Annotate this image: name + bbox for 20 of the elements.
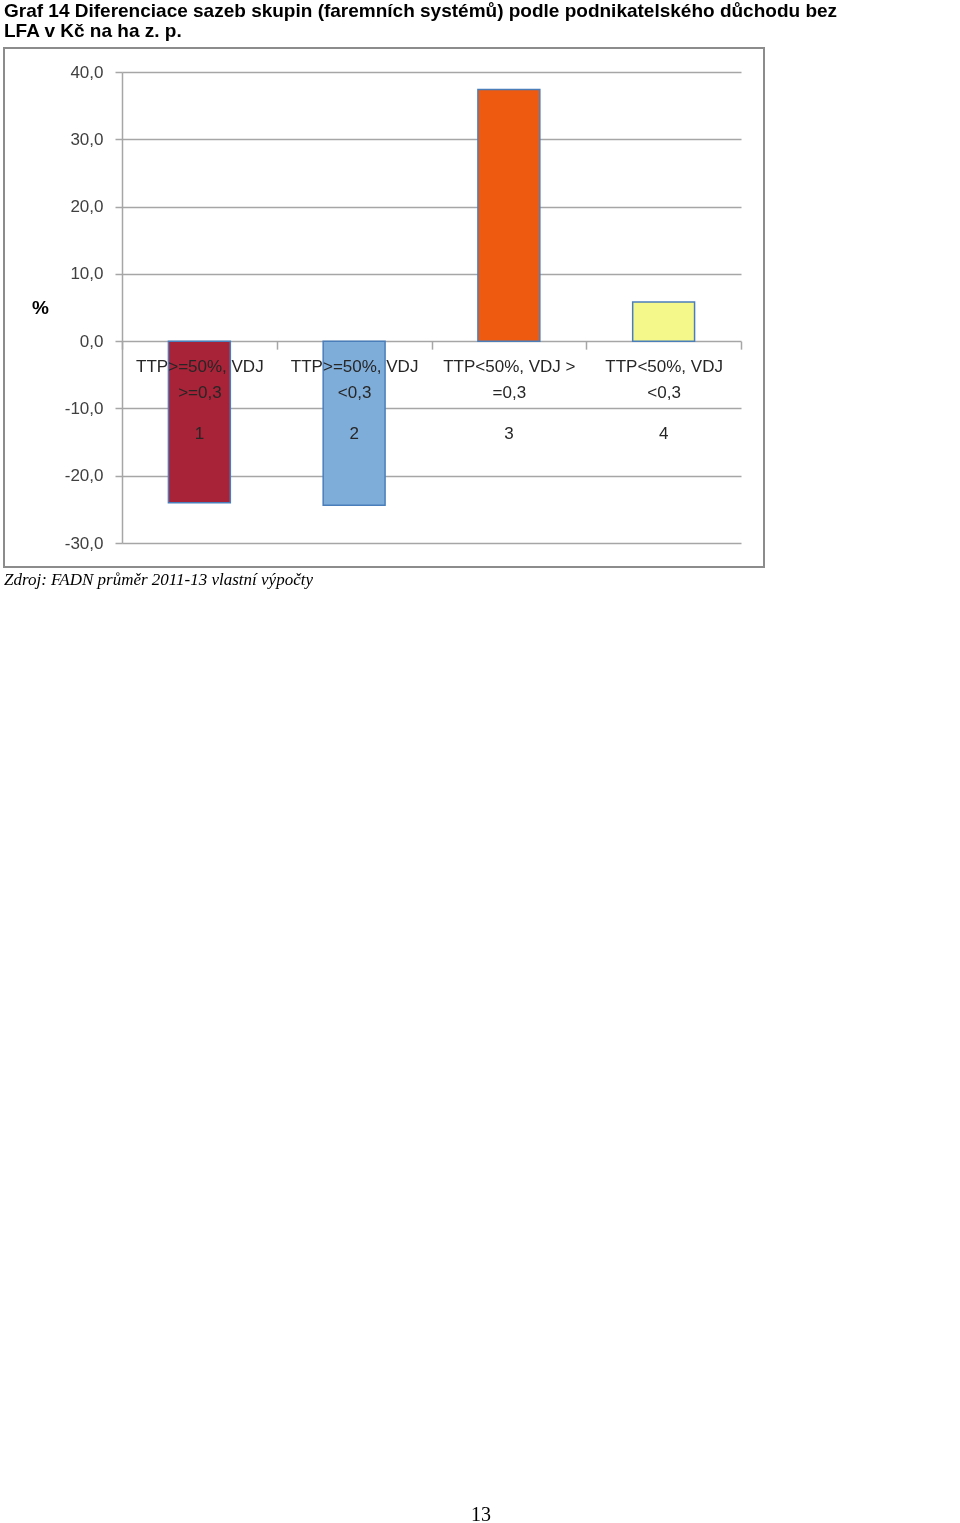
y-tick-label: -30,0 bbox=[64, 533, 104, 553]
bar bbox=[631, 301, 696, 342]
text: 13 bbox=[471, 1503, 491, 1523]
x-tick-label: TTP<50%, VDJ <0,3 bbox=[605, 356, 723, 402]
y-tick-label: -20,0 bbox=[64, 466, 104, 486]
annotation: 3 bbox=[504, 424, 514, 444]
text: Zdroj: FADN průměr 2011-13 vlastní výpočty bbox=[4, 570, 314, 589]
y-tick-label: 40,0 bbox=[70, 62, 104, 82]
y-axis-title: % bbox=[32, 297, 50, 318]
x-tick-label: TTP<50%, VDJ >=0,3 bbox=[443, 356, 576, 402]
y-tick-label: 0,0 bbox=[79, 331, 104, 351]
y-tick-label: 20,0 bbox=[70, 197, 104, 217]
y-tick-label: -10,0 bbox=[64, 398, 104, 418]
annotation: 1 bbox=[194, 424, 205, 444]
y-tick-label: 10,0 bbox=[70, 264, 104, 284]
annotation: 2 bbox=[349, 424, 359, 444]
bar bbox=[477, 88, 541, 342]
chart-title: Graf 14 Diferenciace sazeb skupin (faremních systémů) podle podnikatelského důchodu bez LFA v Kč na ha z. p. bbox=[4, 0, 838, 41]
annotation: 4 bbox=[658, 424, 669, 444]
y-tick-label: 30,0 bbox=[70, 129, 104, 149]
